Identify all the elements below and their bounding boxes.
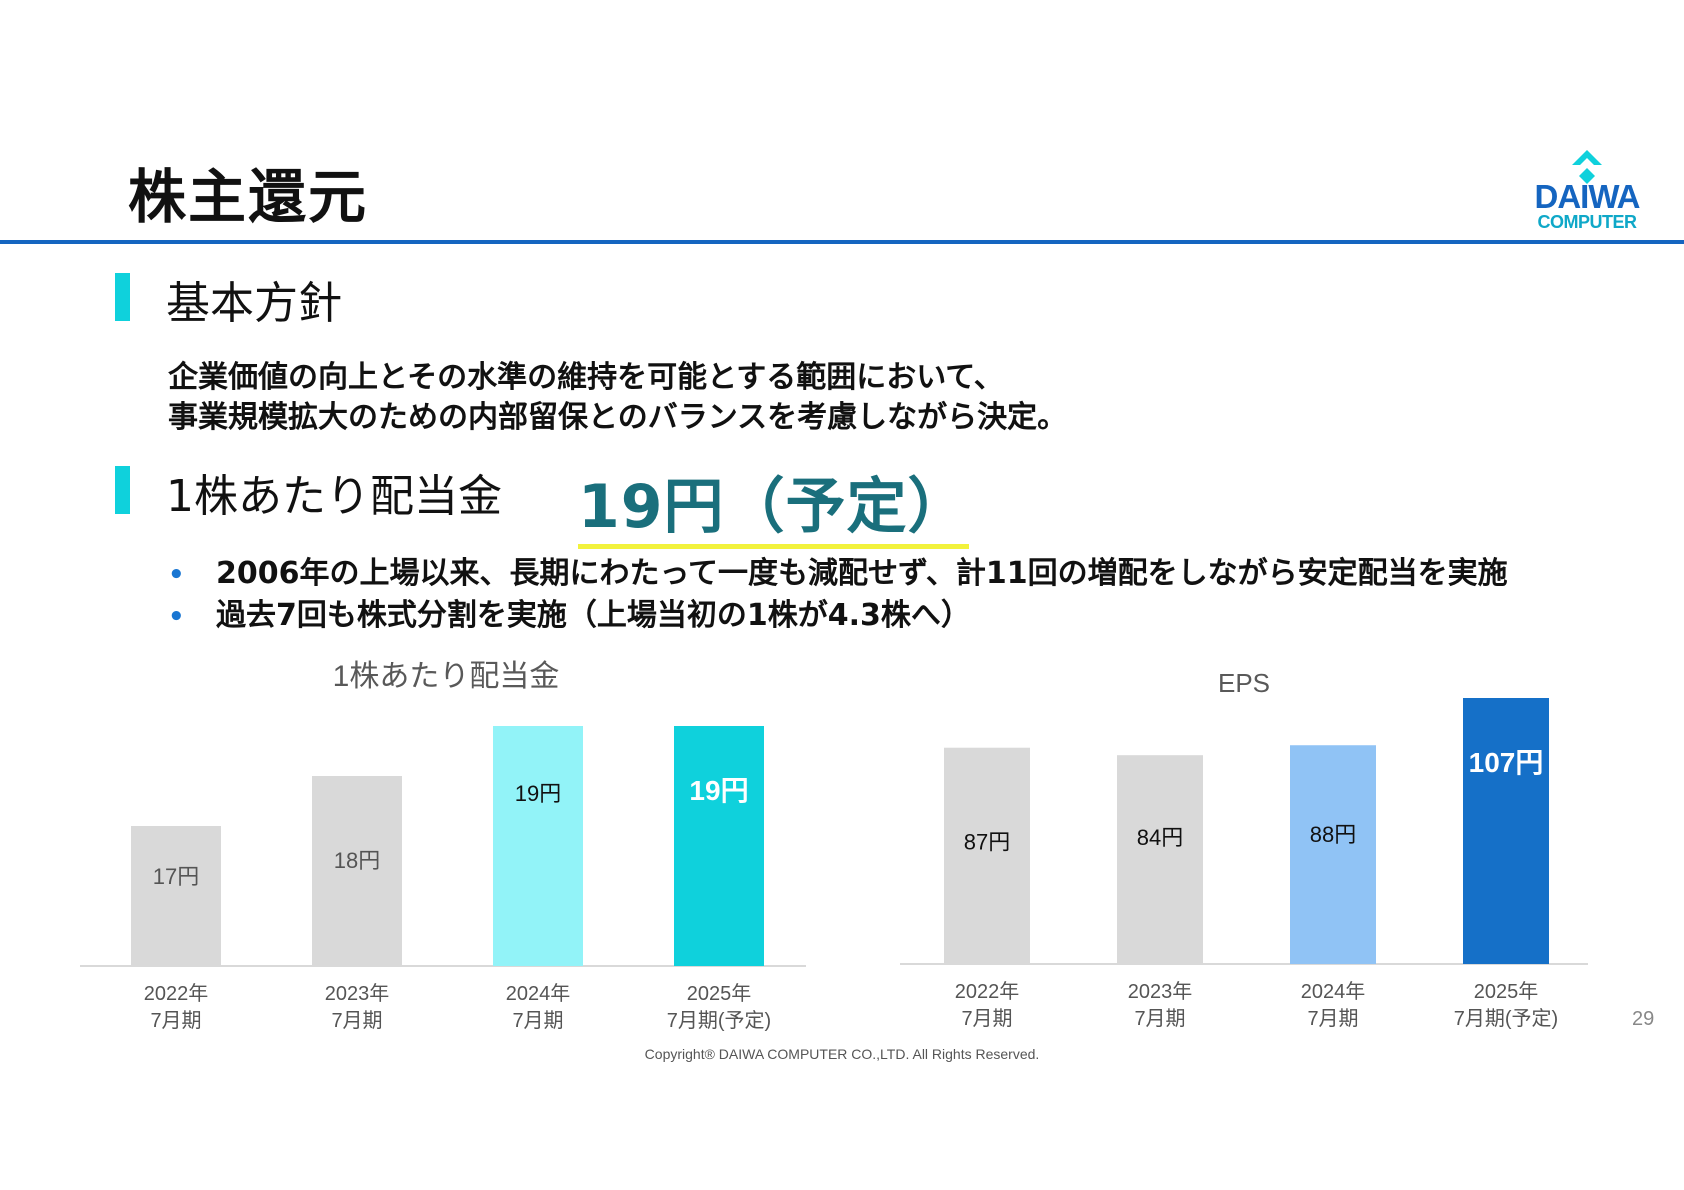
chart-tick-label: 2024年 <box>1301 980 1366 1003</box>
chart-title: EPS <box>1218 668 1270 698</box>
chart-bar <box>312 776 402 966</box>
dividend-chart: 1株あたり配当金 17円 2022年 7月期 18円 2023年 7月期 19円 2024年 7月… <box>80 660 806 1032</box>
policy-line: 事業規模拡大のための内部留保とのバランスを考慮しながら決定。 <box>168 400 1068 435</box>
chart-tick-label: 7月期 <box>961 1008 1012 1030</box>
chart-tick-label: 2025年 <box>1474 980 1539 1003</box>
chart-data-label: 18円 <box>334 848 380 873</box>
bullet-dot-icon: • <box>168 602 185 632</box>
chart-tick-label: 7月期 <box>1307 1008 1358 1030</box>
chart-tick-label: 7月期(予定) <box>667 1009 771 1032</box>
logo-text-computer: COMPUTER <box>1538 212 1638 232</box>
bullet-text: 過去7回も株式分割を実施（上場当初の1株が4.3株へ） <box>216 598 971 633</box>
chart-title: 1株あたり配当金 <box>333 660 560 693</box>
bullet-dot-icon: • <box>168 560 185 590</box>
page-number: 29 <box>1632 1008 1655 1030</box>
chart-tick-label: 2023年 <box>325 982 390 1005</box>
chart-tick-label: 7月期 <box>512 1010 563 1032</box>
chart-tick-label: 2022年 <box>144 982 209 1005</box>
eps-chart: EPS 87円 2022年 7月期 84円 2023年 7月期 88円 2024年 7月期 107円… <box>900 668 1588 1030</box>
dividend-heading: 1株あたり配当金 <box>166 471 502 522</box>
policy-line: 企業価値の向上とその水準の維持を可能とする範囲において、 <box>168 360 1004 395</box>
policy-heading: 基本方針 <box>166 278 342 329</box>
chart-tick-label: 2022年 <box>955 980 1020 1003</box>
chart-bar <box>493 726 583 966</box>
logo-diamond-icon <box>1579 168 1595 184</box>
chart-data-label: 84円 <box>1137 825 1183 850</box>
chart-data-label: 87円 <box>964 830 1010 855</box>
chart-data-label: 107円 <box>1469 747 1544 778</box>
section-marker <box>115 466 130 514</box>
chart-tick-label: 2025年 <box>687 982 752 1005</box>
page-title: 株主還元 <box>128 163 369 231</box>
chart-bar <box>131 826 221 966</box>
chart-tick-label: 7月期 <box>150 1010 201 1032</box>
chart-bar <box>1463 698 1549 964</box>
chart-tick-label: 2024年 <box>506 982 571 1005</box>
logo-chevron-icon <box>1572 150 1602 165</box>
chart-bar <box>1290 745 1376 964</box>
bullet-item: • 2006年の上場以来、長期にわたって一度も減配せず、計11回の増配をしながら安… <box>168 548 1508 592</box>
copyright-text: Copyright® DAIWA COMPUTER CO.,LTD. All R… <box>644 1046 1040 1062</box>
bullet-text: 2006年の上場以来、長期にわたって一度も減配せず、計11回の増配をしながら安定… <box>216 556 1508 591</box>
chart-bar <box>1117 755 1203 964</box>
bullet-item: • 過去7回も株式分割を実施（上場当初の1株が4.3株へ） <box>168 590 971 634</box>
chart-bar <box>944 747 1030 964</box>
company-logo: DAIWA COMPUTER <box>1535 150 1641 232</box>
section-marker <box>115 273 130 321</box>
chart-tick-label: 2023年 <box>1128 980 1193 1003</box>
chart-bar <box>674 726 764 966</box>
chart-tick-label: 7月期(予定) <box>1454 1007 1558 1030</box>
chart-tick-label: 7月期 <box>331 1010 382 1032</box>
title-divider <box>0 240 1684 244</box>
logo-text-daiwa: DAIWA <box>1535 178 1640 215</box>
chart-data-label: 17円 <box>153 864 199 889</box>
chart-tick-label: 7月期 <box>1134 1008 1185 1030</box>
chart-data-label: 19円 <box>689 775 748 806</box>
dividend-value: 19円（予定） <box>578 472 969 549</box>
chart-data-label: 88円 <box>1310 822 1356 847</box>
dividend-highlight: 19円（予定） <box>578 458 969 549</box>
chart-data-label: 19円 <box>515 781 561 806</box>
